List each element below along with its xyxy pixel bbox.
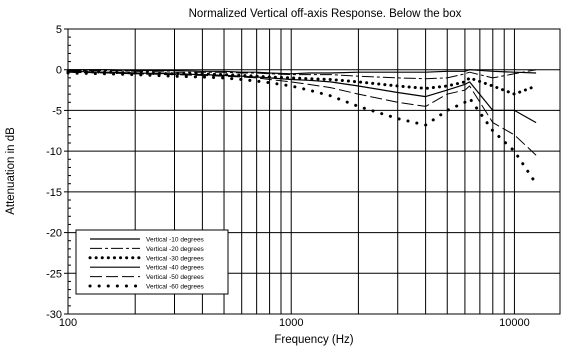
legend-label: Vertical -40 degrees xyxy=(146,265,205,272)
y-tick-label: -25 xyxy=(46,268,62,280)
x-tick-label: 10000 xyxy=(499,317,530,329)
y-tick-label: -5 xyxy=(52,105,62,117)
series-line-4 xyxy=(67,70,537,124)
chart-title: Normalized Vertical off-axis Response. B… xyxy=(189,8,462,20)
y-tick-label: -10 xyxy=(46,146,62,158)
plot-frame xyxy=(67,28,561,315)
x-axis-label: Frequency (Hz) xyxy=(274,334,353,346)
legend-label: Vertical -20 degrees xyxy=(146,246,205,253)
legend-label: Vertical -60 degrees xyxy=(146,284,205,291)
legend-box xyxy=(75,229,229,295)
legend: Vertical -10 degrees Vertical -20 degrees… xyxy=(75,229,229,295)
legend-label: Vertical -50 degrees xyxy=(146,274,205,281)
series-line-2 xyxy=(68,69,537,80)
y-tick-label: 0 xyxy=(56,65,62,77)
y-tick-label: -30 xyxy=(46,309,62,321)
legend-label: Vertical -30 degrees xyxy=(146,255,205,262)
y-tick-label: 5 xyxy=(56,24,62,36)
y-tick-label: -20 xyxy=(46,228,62,240)
x-ticks: 100 1000 10000 xyxy=(59,317,530,329)
x-tick-label: 1000 xyxy=(279,317,303,329)
series-layer xyxy=(66,69,538,186)
series-line-5 xyxy=(67,71,537,156)
y-ticks: 5 0 -5 -10 -15 -20 -25 -30 xyxy=(46,24,71,321)
y-axis-label: Attenuation in dB xyxy=(5,127,17,215)
legend-label: Vertical -10 degrees xyxy=(146,237,205,244)
y-tick-label: -15 xyxy=(46,187,62,199)
x-tick-label: 100 xyxy=(59,317,77,329)
series-line-1 xyxy=(68,69,537,75)
